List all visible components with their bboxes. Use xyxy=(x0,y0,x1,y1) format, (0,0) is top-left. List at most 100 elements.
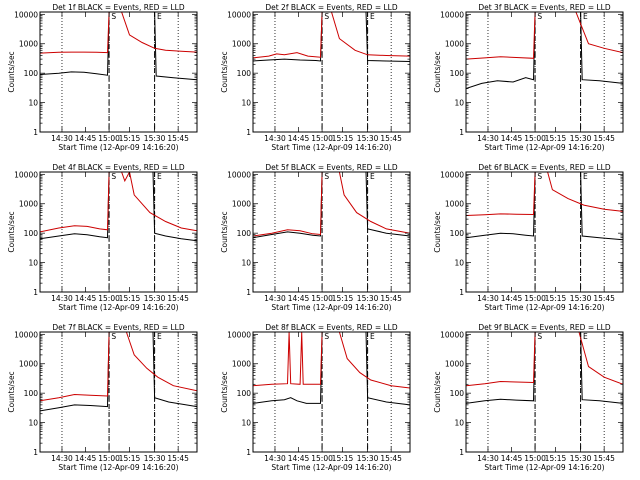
series-group xyxy=(466,12,623,89)
panel-title: Det 1f BLACK = Events, RED = LLD xyxy=(52,3,185,12)
x-tick-label: 14:30 xyxy=(264,454,286,463)
x-tick-label: 15:00 xyxy=(98,134,120,143)
y-tick-label: 1000 xyxy=(19,360,38,369)
y-tick-label: 1 xyxy=(246,448,251,457)
x-tick-label: 14:30 xyxy=(51,294,73,303)
x-tick-label: 15:30 xyxy=(570,294,592,303)
series-group xyxy=(253,332,410,406)
x-tick-label: 15:45 xyxy=(593,454,615,463)
series-group xyxy=(466,332,623,404)
y-tick-label: 10000 xyxy=(14,170,38,179)
y-tick-label: 100 xyxy=(237,229,252,238)
plot-frame xyxy=(252,331,411,453)
series-group xyxy=(40,332,197,412)
events-series-line xyxy=(253,172,410,239)
y-tick-label: 100 xyxy=(450,229,465,238)
panel-title: Det 7f BLACK = Events, RED = LLD xyxy=(52,323,185,332)
x-tick-label: 15:45 xyxy=(167,134,189,143)
y-tick-label: 10000 xyxy=(227,330,251,339)
y-tick-label: 100 xyxy=(24,229,39,238)
x-tick-label: 15:45 xyxy=(380,454,402,463)
events-series-line xyxy=(40,12,197,81)
y-tick-label: 100 xyxy=(24,69,39,78)
x-axis-label: Start Time (12-Apr-09 14:16:20) xyxy=(484,303,604,312)
x-tick-label: 14:30 xyxy=(477,134,499,143)
y-tick-label: 10 xyxy=(241,419,251,428)
x-tick-label: 15:00 xyxy=(524,294,546,303)
y-tick-label: 1000 xyxy=(445,360,464,369)
y-tick-label: 1 xyxy=(33,448,38,457)
marker-e: E xyxy=(583,332,588,341)
panel-title: Det 5f BLACK = Events, RED = LLD xyxy=(265,163,398,172)
lld-series-line xyxy=(40,172,197,233)
y-axis-label: Counts/sec xyxy=(433,211,442,252)
y-tick-label: 10 xyxy=(28,419,38,428)
panel-title: Det 8f BLACK = Events, RED = LLD xyxy=(265,323,398,332)
x-tick-label: 15:00 xyxy=(311,294,333,303)
lld-series-line xyxy=(253,172,410,237)
y-tick-label: 10000 xyxy=(227,10,251,19)
y-tick-label: 1 xyxy=(246,128,251,137)
y-tick-label: 10 xyxy=(28,99,38,108)
y-tick-label: 10000 xyxy=(227,170,251,179)
y-tick-label: 10 xyxy=(241,259,251,268)
y-tick-label: 1 xyxy=(459,128,464,137)
events-series-line xyxy=(40,172,197,242)
events-series-line xyxy=(253,332,410,406)
plot-frame xyxy=(39,171,198,293)
x-tick-label: 14:45 xyxy=(288,134,310,143)
panel-title: Det 4f BLACK = Events, RED = LLD xyxy=(52,163,185,172)
series-group xyxy=(253,172,410,239)
x-tick-label: 15:00 xyxy=(524,134,546,143)
events-series-line xyxy=(40,332,197,412)
marker-e: E xyxy=(157,12,162,21)
events-series-line xyxy=(466,12,623,89)
x-tick-label: 15:30 xyxy=(570,454,592,463)
x-tick-label: 15:45 xyxy=(167,454,189,463)
x-tick-label: 15:30 xyxy=(357,454,379,463)
x-tick-label: 14:45 xyxy=(501,294,523,303)
x-tick-label: 14:30 xyxy=(51,454,73,463)
x-tick-label: 15:15 xyxy=(545,454,567,463)
x-tick-label: 14:45 xyxy=(501,454,523,463)
plot-frame xyxy=(465,171,624,293)
y-axis-label: Counts/sec xyxy=(220,51,229,92)
marker-e: E xyxy=(370,12,375,21)
x-tick-label: 15:45 xyxy=(593,294,615,303)
y-tick-label: 100 xyxy=(237,389,252,398)
x-axis-label: Start Time (12-Apr-09 14:16:20) xyxy=(271,303,391,312)
y-tick-label: 1000 xyxy=(232,40,251,49)
lld-series-line xyxy=(466,332,623,387)
panel-title: Det 3f BLACK = Events, RED = LLD xyxy=(478,3,611,12)
x-tick-label: 14:45 xyxy=(501,134,523,143)
marker-e: E xyxy=(583,12,588,21)
y-tick-label: 1 xyxy=(459,288,464,297)
lld-series-line xyxy=(253,12,410,59)
y-tick-label: 1 xyxy=(33,128,38,137)
x-tick-label: 15:45 xyxy=(380,294,402,303)
y-tick-label: 1000 xyxy=(19,40,38,49)
x-tick-label: 15:15 xyxy=(545,134,567,143)
x-tick-label: 15:30 xyxy=(144,134,166,143)
x-tick-label: 15:15 xyxy=(332,454,354,463)
events-series-line xyxy=(466,172,623,241)
x-tick-label: 15:15 xyxy=(332,134,354,143)
y-tick-label: 10 xyxy=(454,99,464,108)
x-tick-label: 14:30 xyxy=(264,294,286,303)
y-tick-label: 10000 xyxy=(14,330,38,339)
y-tick-label: 1 xyxy=(459,448,464,457)
marker-e: E xyxy=(157,332,162,341)
lld-series-line xyxy=(253,332,410,389)
plot-frame xyxy=(252,171,411,293)
x-tick-label: 15:30 xyxy=(357,134,379,143)
marker-s: S xyxy=(537,172,542,181)
y-tick-label: 10000 xyxy=(440,170,464,179)
marker-s: S xyxy=(111,12,116,21)
y-tick-label: 10000 xyxy=(440,330,464,339)
marker-e: E xyxy=(583,172,588,181)
series-group xyxy=(253,12,410,62)
